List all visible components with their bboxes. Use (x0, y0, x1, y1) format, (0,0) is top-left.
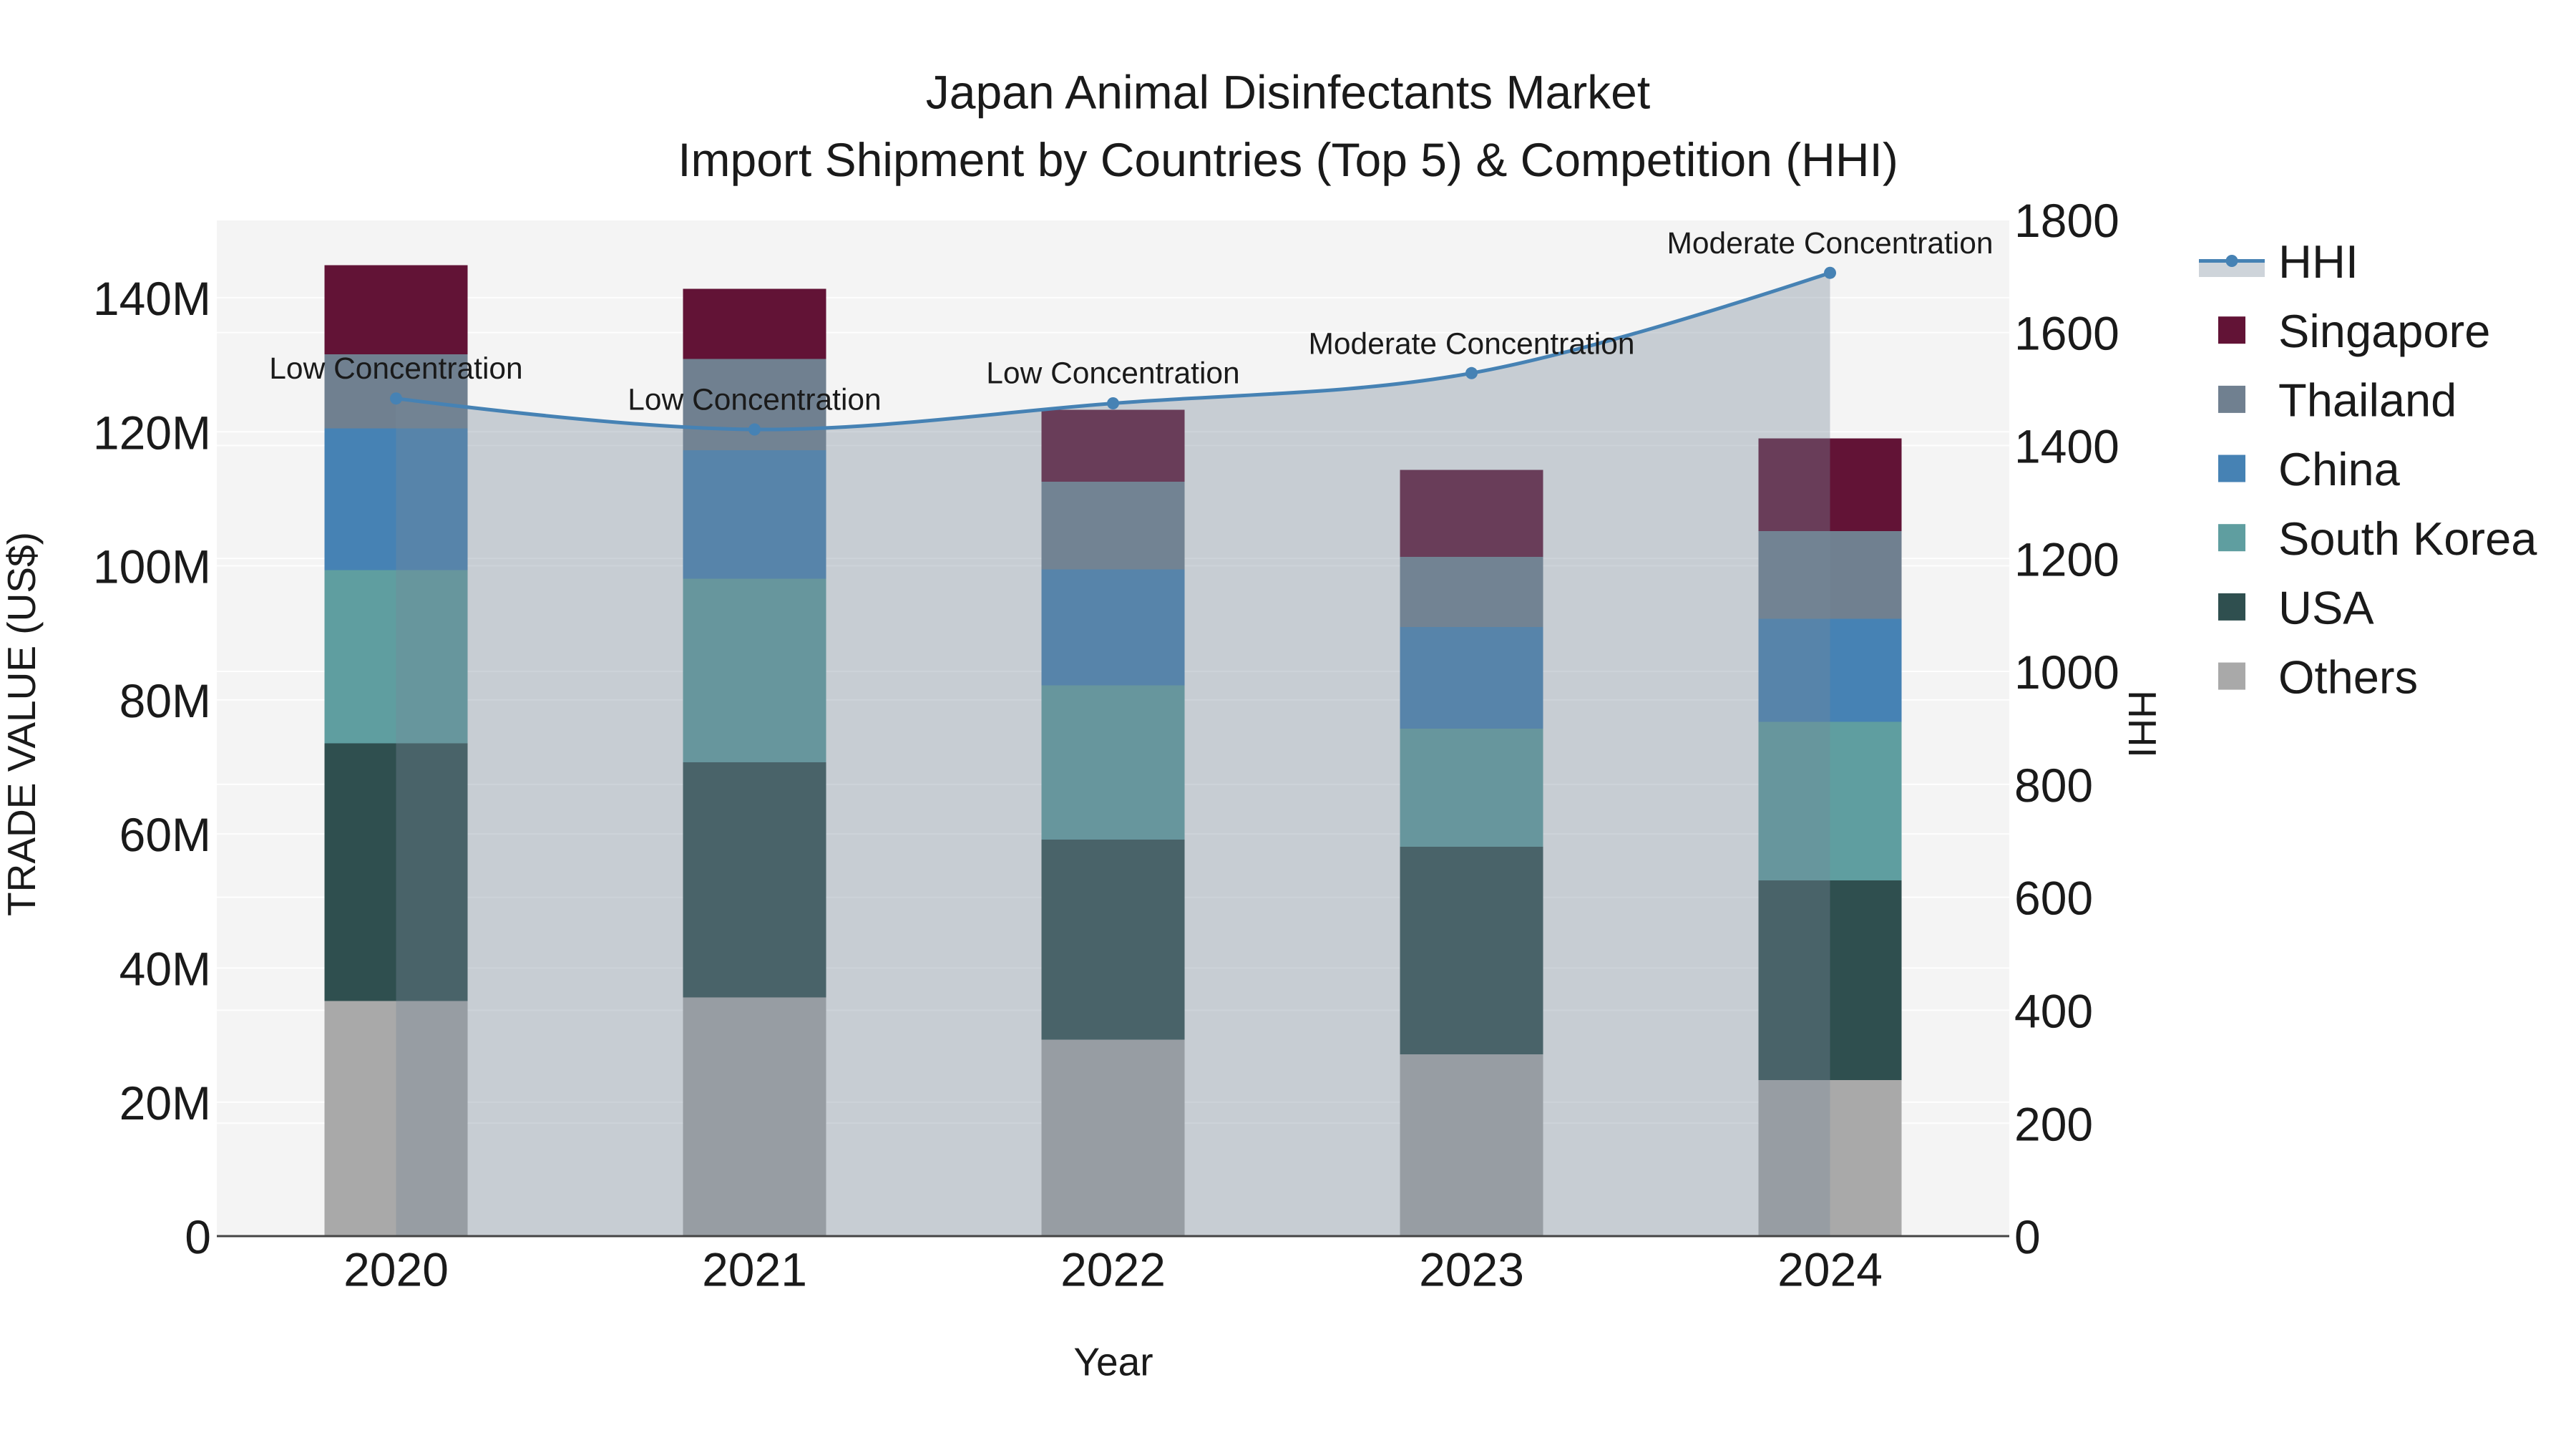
svg-text:2022: 2022 (1060, 1243, 1166, 1296)
svg-text:Low Concentration: Low Concentration (628, 384, 881, 417)
svg-text:Thailand: Thailand (2278, 374, 2457, 427)
svg-text:Japan Animal Disinfectants Mar: Japan Animal Disinfectants Market (926, 66, 1650, 119)
svg-text:Low Concentration: Low Concentration (269, 352, 522, 386)
svg-text:China: China (2278, 443, 2401, 495)
svg-text:0: 0 (185, 1210, 211, 1263)
svg-text:1200: 1200 (2014, 533, 2119, 585)
svg-text:0: 0 (2014, 1210, 2041, 1263)
svg-text:1000: 1000 (2014, 646, 2119, 699)
svg-text:100M: 100M (93, 540, 211, 593)
svg-text:1600: 1600 (2014, 307, 2119, 360)
svg-text:Moderate Concentration: Moderate Concentration (1309, 327, 1635, 361)
svg-text:Low Concentration: Low Concentration (986, 357, 1239, 391)
svg-text:80M: 80M (119, 674, 211, 727)
svg-text:HHI: HHI (2278, 235, 2358, 288)
svg-text:South Korea: South Korea (2278, 512, 2537, 565)
svg-text:2021: 2021 (702, 1243, 807, 1296)
svg-text:Year: Year (1073, 1340, 1153, 1384)
svg-text:2023: 2023 (1419, 1243, 1524, 1296)
svg-text:USA: USA (2278, 582, 2374, 634)
svg-text:2020: 2020 (343, 1243, 449, 1296)
svg-text:600: 600 (2014, 872, 2093, 925)
svg-text:60M: 60M (119, 808, 211, 861)
svg-text:2024: 2024 (1777, 1243, 1883, 1296)
svg-text:TRADE VALUE (US$): TRADE VALUE (US$) (0, 532, 44, 916)
svg-text:200: 200 (2014, 1097, 2093, 1150)
svg-text:HHI: HHI (2120, 690, 2165, 758)
svg-text:Import Shipment by Countries (: Import Shipment by Countries (Top 5) & C… (678, 133, 1898, 186)
svg-text:120M: 120M (93, 406, 211, 459)
svg-text:1800: 1800 (2014, 194, 2119, 247)
svg-text:40M: 40M (119, 942, 211, 995)
svg-text:400: 400 (2014, 984, 2093, 1037)
svg-text:Moderate Concentration: Moderate Concentration (1667, 227, 1994, 261)
svg-text:140M: 140M (93, 272, 211, 325)
svg-text:800: 800 (2014, 759, 2093, 812)
svg-text:20M: 20M (119, 1077, 211, 1129)
svg-text:Singapore: Singapore (2278, 305, 2490, 357)
svg-text:Others: Others (2278, 651, 2418, 703)
svg-text:1400: 1400 (2014, 419, 2119, 472)
